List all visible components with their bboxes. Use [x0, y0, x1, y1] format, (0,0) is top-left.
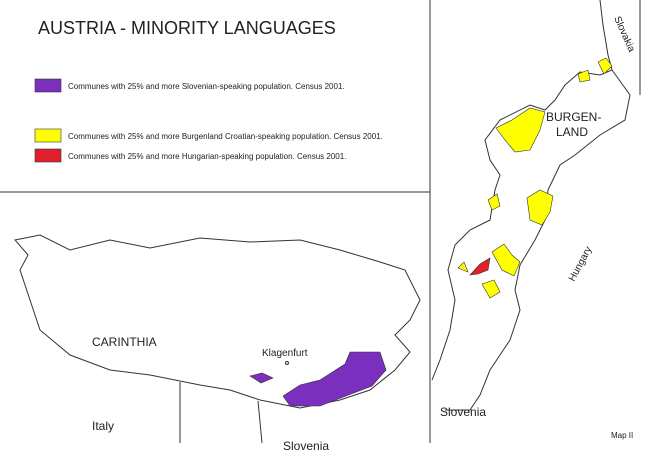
region-label: LAND — [556, 125, 588, 139]
croatian-communes — [457, 261, 469, 273]
region-label: BURGEN- — [546, 110, 601, 124]
croatian-communes — [495, 107, 546, 153]
legend-swatch — [34, 78, 62, 93]
border-line — [257, 400, 263, 444]
burgenland-outline — [445, 69, 631, 411]
carinthia-outline — [14, 234, 421, 409]
legend-label: Communes with 25% and more Burgenland Cr… — [68, 132, 383, 141]
legend-swatch — [34, 128, 62, 143]
legend-label: Communes with 25% and more Hungarian-spe… — [68, 152, 346, 161]
country-label: Slovenia — [440, 405, 486, 419]
croatian-communes — [577, 69, 591, 83]
region-label: CARINTHIA — [92, 335, 157, 349]
hungarian-communes — [469, 257, 491, 276]
slovenian-communes — [282, 351, 387, 407]
city-label: Klagenfurt — [262, 348, 308, 359]
map-title: AUSTRIA - MINORITY LANGUAGES — [38, 18, 336, 38]
croatian-communes — [597, 57, 613, 75]
croatian-communes — [481, 279, 501, 299]
country-label: Slovenia — [283, 439, 329, 453]
croatian-communes — [487, 193, 501, 211]
city-marker — [285, 361, 289, 365]
legend-swatch — [34, 148, 62, 163]
map-number: Map II — [611, 431, 633, 440]
country-label: Italy — [92, 419, 114, 433]
legend-label: Communes with 25% and more Slovenian-spe… — [68, 82, 345, 91]
croatian-communes — [526, 189, 554, 226]
slovenian-communes — [249, 372, 274, 384]
croatian-communes — [491, 243, 521, 277]
